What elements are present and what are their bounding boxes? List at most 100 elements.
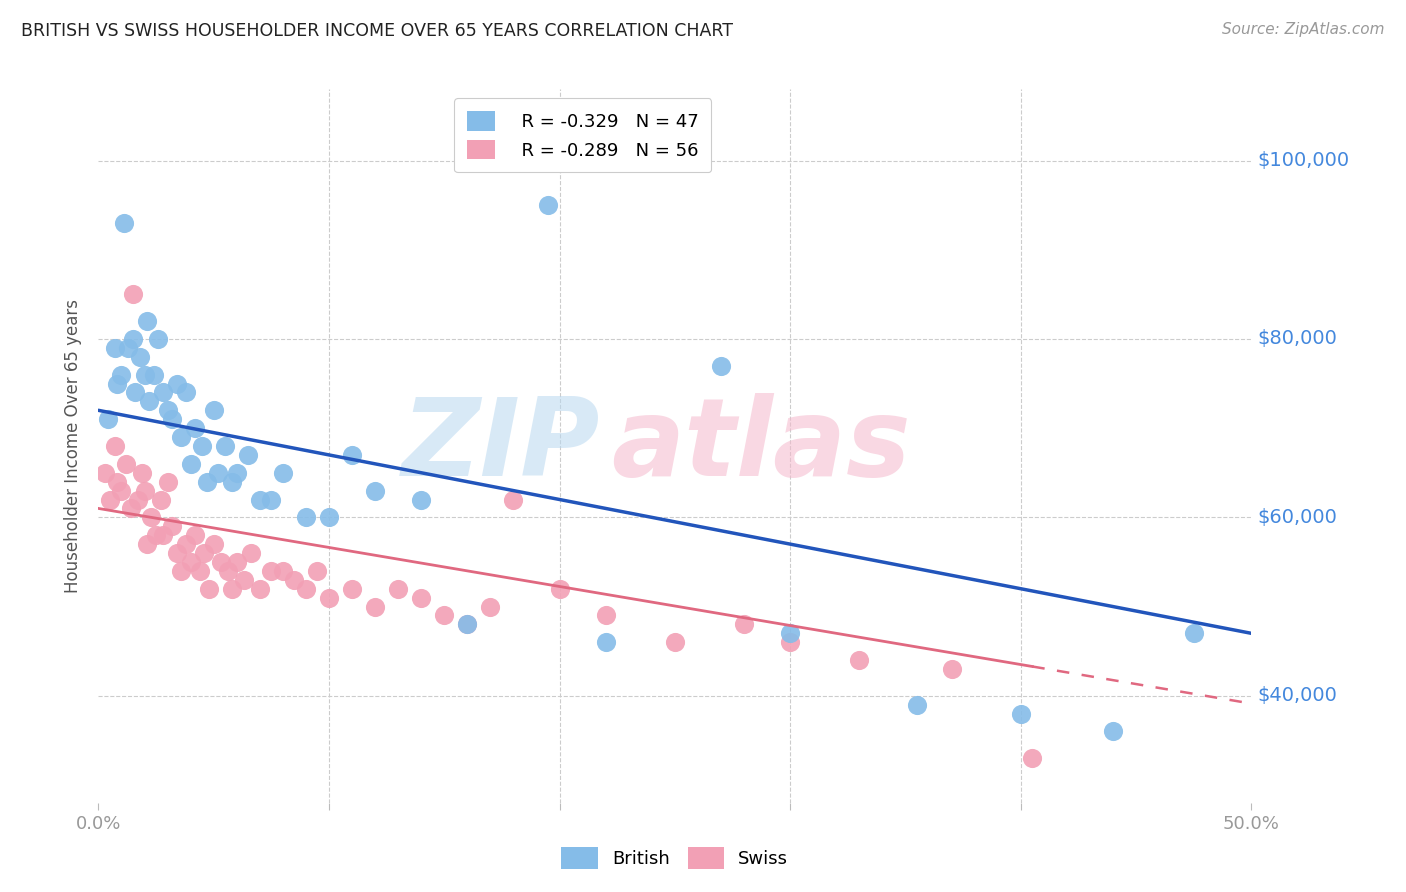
Point: [225, 555, 247, 569]
Point: [537, 198, 560, 212]
Point: [97, 412, 120, 426]
Point: [225, 466, 247, 480]
Point: [156, 475, 179, 489]
Point: [848, 653, 870, 667]
Y-axis label: Householder Income Over 65 years: Householder Income Over 65 years: [65, 299, 83, 593]
Point: [103, 341, 125, 355]
Point: [122, 287, 145, 301]
Point: [340, 582, 363, 596]
Point: [141, 510, 163, 524]
Point: [364, 599, 387, 614]
Point: [134, 368, 156, 382]
Point: [221, 475, 243, 489]
Point: [198, 582, 221, 596]
Point: [295, 582, 318, 596]
Point: [98, 492, 121, 507]
Point: [135, 314, 157, 328]
Point: [152, 385, 174, 400]
Point: [117, 341, 139, 355]
Point: [207, 466, 229, 480]
Point: [145, 528, 167, 542]
Point: [195, 475, 218, 489]
Point: [180, 555, 202, 569]
Text: atlas: atlas: [612, 393, 911, 499]
Point: [149, 492, 172, 507]
Point: [433, 608, 456, 623]
Point: [1010, 706, 1032, 721]
Point: [710, 359, 733, 373]
Point: [318, 591, 340, 605]
Point: [138, 394, 160, 409]
Point: [148, 332, 170, 346]
Point: [295, 510, 318, 524]
Point: [152, 528, 174, 542]
Point: [905, 698, 928, 712]
Point: [170, 430, 193, 444]
Point: [238, 448, 260, 462]
Point: [160, 412, 183, 426]
Point: [193, 546, 215, 560]
Point: [260, 492, 283, 507]
Point: [209, 555, 232, 569]
Point: [103, 439, 125, 453]
Point: [479, 599, 502, 614]
Point: [283, 573, 305, 587]
Point: [160, 519, 183, 533]
Point: [131, 466, 153, 480]
Point: [1182, 626, 1205, 640]
Point: [217, 564, 239, 578]
Point: [239, 546, 262, 560]
Point: [941, 662, 963, 676]
Point: [105, 376, 128, 391]
Point: [1021, 751, 1043, 765]
Point: [548, 582, 571, 596]
Point: [307, 564, 329, 578]
Point: [456, 617, 478, 632]
Point: [502, 492, 524, 507]
Point: [129, 350, 152, 364]
Point: [340, 448, 363, 462]
Point: [202, 537, 225, 551]
Point: [122, 332, 145, 346]
Point: [110, 483, 132, 498]
Point: [166, 546, 188, 560]
Text: ZIP: ZIP: [402, 393, 600, 499]
Point: [595, 635, 617, 649]
Point: [249, 582, 271, 596]
Point: [156, 403, 179, 417]
Text: $40,000: $40,000: [1257, 686, 1337, 706]
Point: [232, 573, 254, 587]
Text: $100,000: $100,000: [1257, 151, 1350, 170]
Point: [191, 439, 214, 453]
Point: [411, 492, 433, 507]
Point: [120, 501, 142, 516]
Text: Source: ZipAtlas.com: Source: ZipAtlas.com: [1222, 22, 1385, 37]
Point: [142, 368, 165, 382]
Point: [364, 483, 387, 498]
Point: [249, 492, 271, 507]
Point: [260, 564, 283, 578]
Point: [318, 510, 340, 524]
Point: [105, 475, 128, 489]
Point: [411, 591, 433, 605]
Point: [94, 466, 117, 480]
Point: [456, 617, 478, 632]
Point: [135, 537, 157, 551]
Text: BRITISH VS SWISS HOUSEHOLDER INCOME OVER 65 YEARS CORRELATION CHART: BRITISH VS SWISS HOUSEHOLDER INCOME OVER…: [21, 22, 733, 40]
Point: [112, 216, 135, 230]
Point: [202, 403, 225, 417]
Text: $60,000: $60,000: [1257, 508, 1337, 527]
Point: [110, 368, 132, 382]
Point: [134, 483, 156, 498]
Point: [124, 385, 146, 400]
Point: [733, 617, 755, 632]
Point: [271, 466, 294, 480]
Point: [180, 457, 202, 471]
Point: [271, 564, 294, 578]
Point: [174, 385, 197, 400]
Legend: British, Swiss: British, Swiss: [554, 839, 796, 876]
Point: [188, 564, 211, 578]
Point: [664, 635, 686, 649]
Point: [184, 421, 207, 435]
Text: $80,000: $80,000: [1257, 329, 1337, 349]
